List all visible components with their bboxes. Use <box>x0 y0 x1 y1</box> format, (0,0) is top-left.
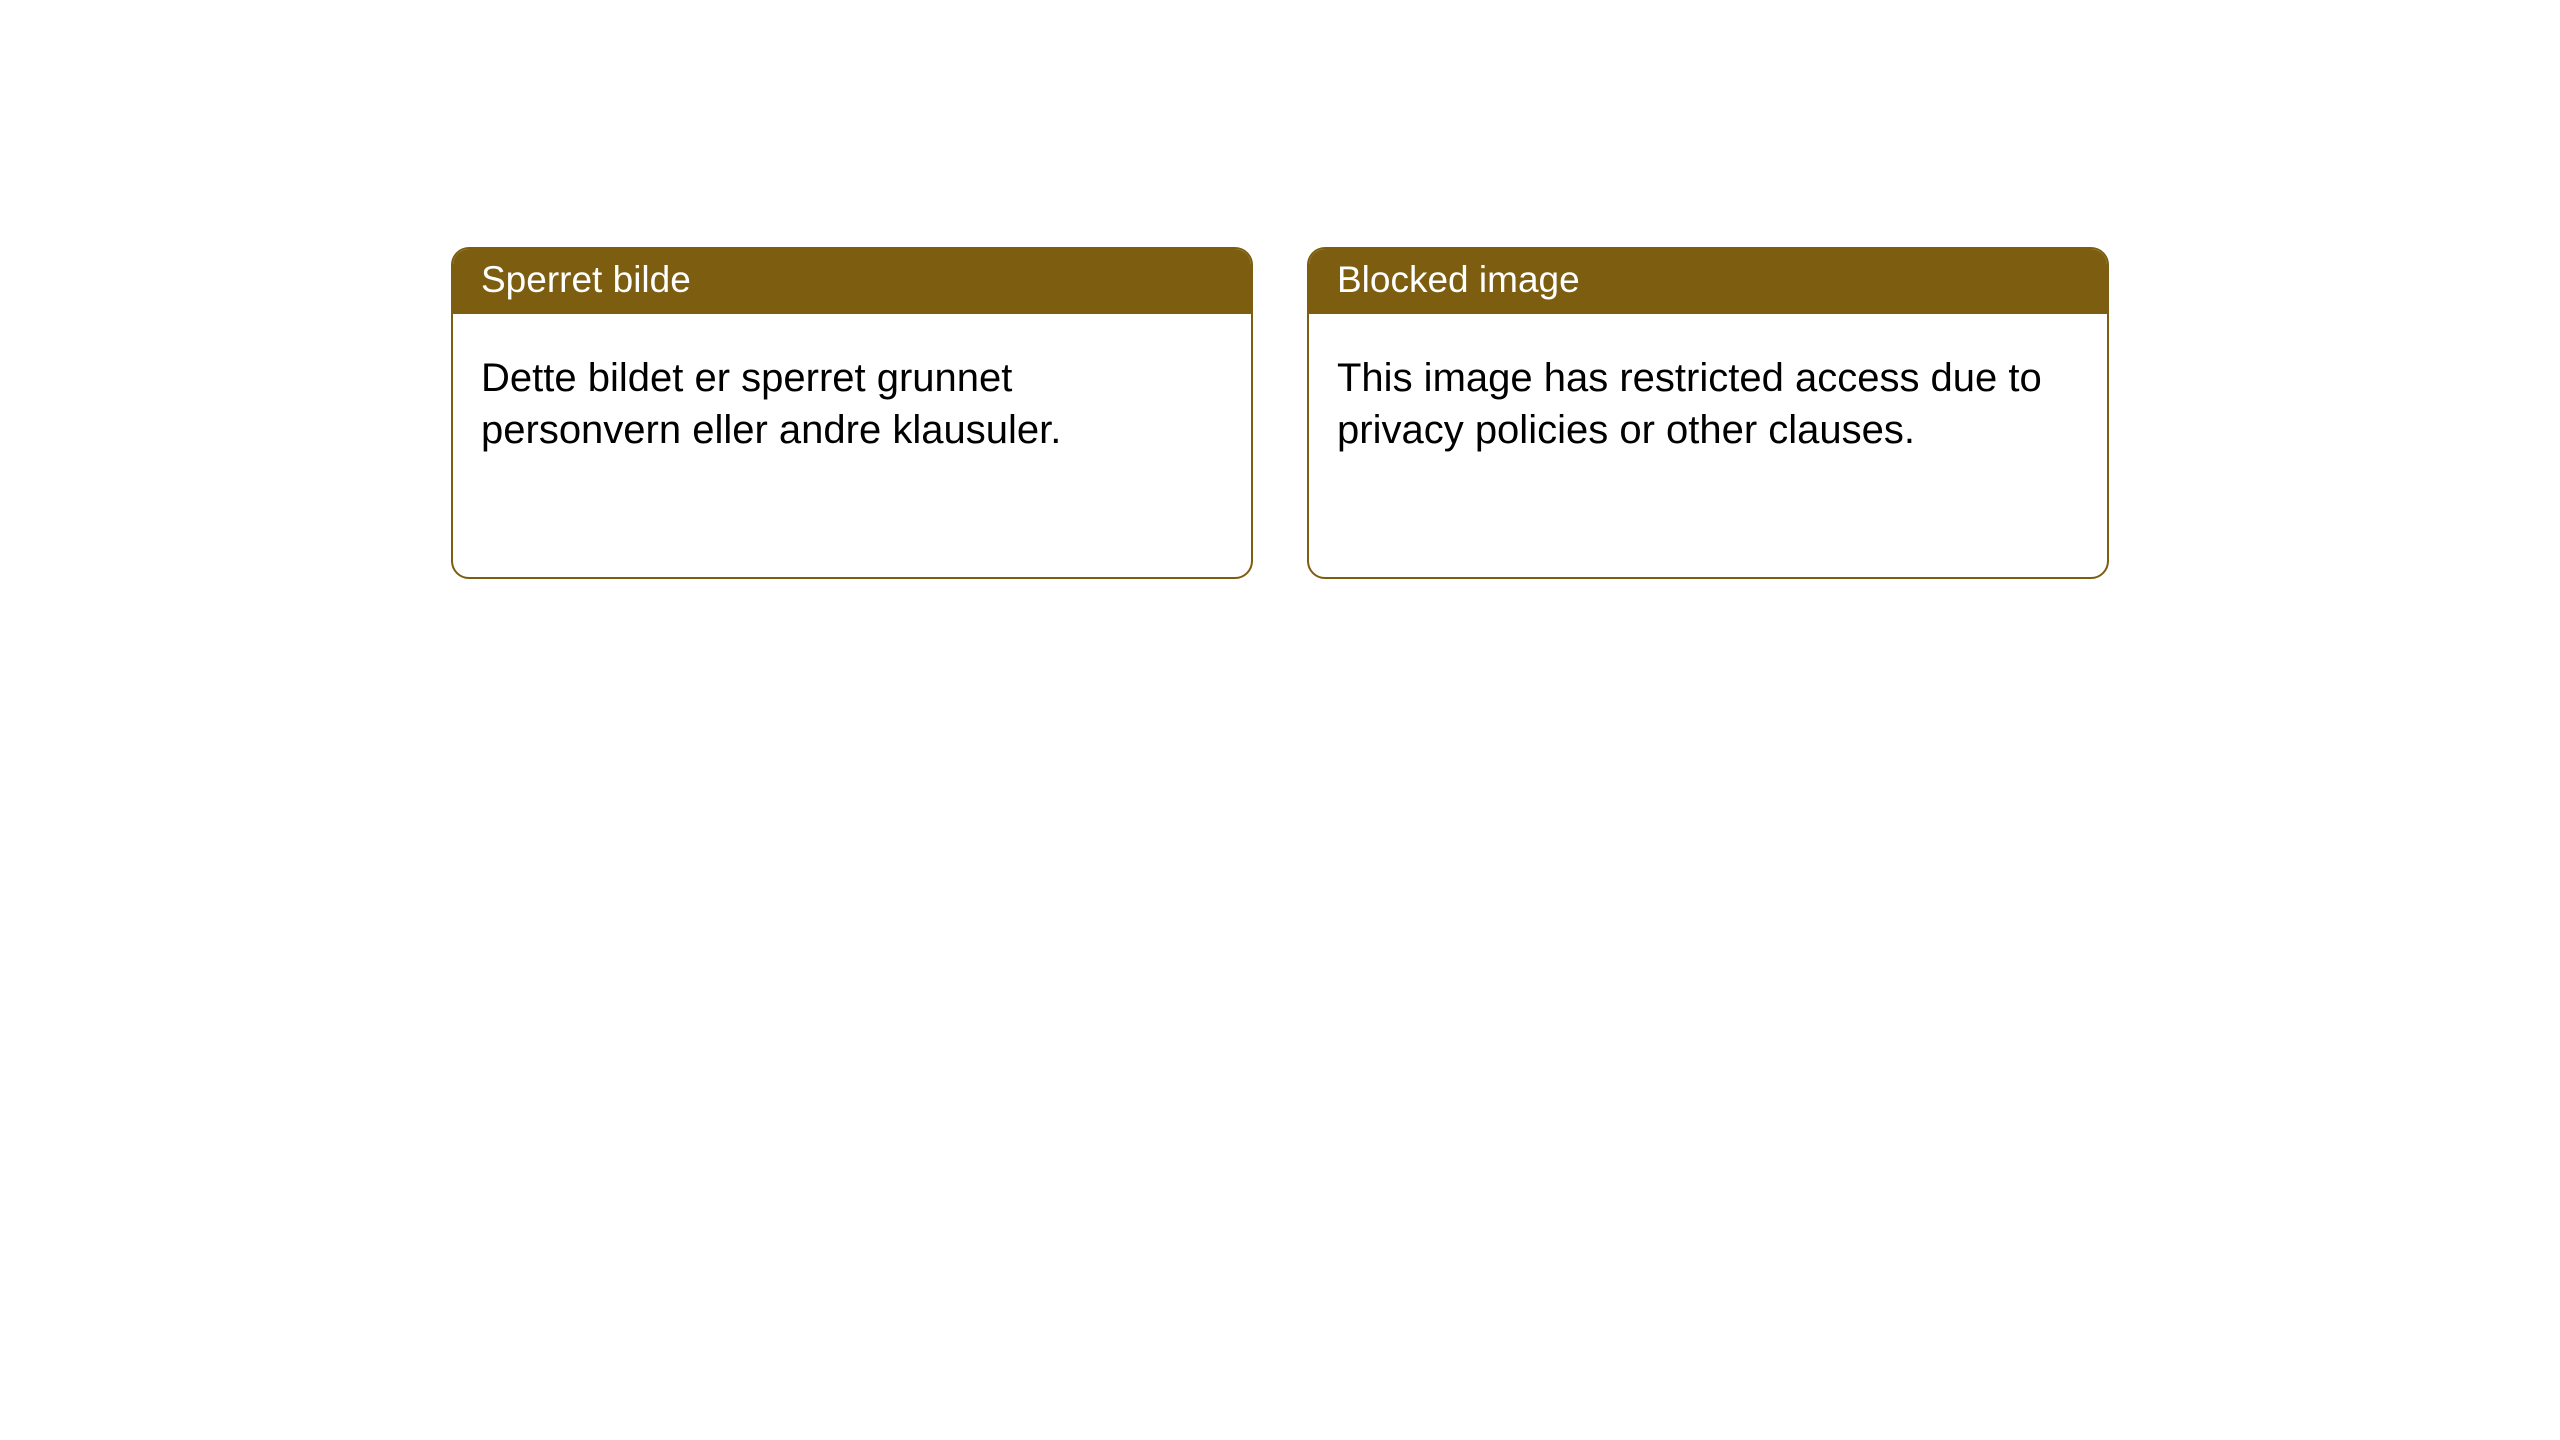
notice-body: Dette bildet er sperret grunnet personve… <box>453 314 1251 484</box>
notice-body: This image has restricted access due to … <box>1309 314 2107 484</box>
notice-card-english: Blocked image This image has restricted … <box>1307 247 2109 579</box>
notice-header: Sperret bilde <box>453 249 1251 314</box>
notice-header: Blocked image <box>1309 249 2107 314</box>
notice-container: Sperret bilde Dette bildet er sperret gr… <box>0 0 2560 579</box>
notice-card-norwegian: Sperret bilde Dette bildet er sperret gr… <box>451 247 1253 579</box>
